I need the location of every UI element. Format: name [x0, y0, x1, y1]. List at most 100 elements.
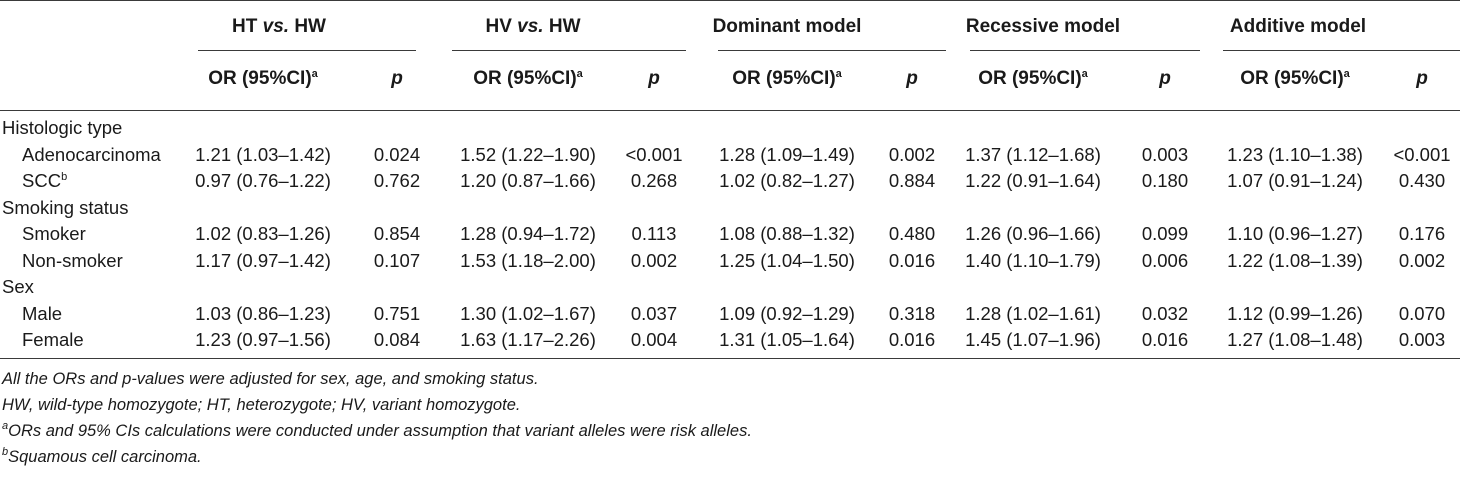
p-value-cell: 0.016	[888, 249, 936, 271]
p-value-cell: 0.854	[373, 223, 421, 244]
row-label: SCCb	[22, 170, 68, 191]
footnote-marker: b	[61, 171, 68, 183]
p-value-cell: <0.001	[625, 143, 683, 165]
footnote-text: Squamous cell carcinoma.	[8, 448, 202, 466]
or-cell: 1.07 (0.91–1.24)	[1227, 170, 1363, 191]
or-label: OR (95%CI)	[732, 68, 836, 89]
section-title: Sex	[2, 276, 34, 297]
or-cell: 1.03 (0.86–1.23)	[195, 302, 331, 324]
p-value-cell: 0.884	[888, 170, 936, 191]
top-rule	[0, 0, 1460, 1]
p-value-cell: 0.107	[373, 249, 421, 271]
p-value-cell: 0.032	[1141, 302, 1189, 324]
p-value-cell: 0.006	[1141, 249, 1189, 271]
p-value-cell: 0.024	[373, 143, 421, 165]
column-header-p: p	[648, 68, 660, 89]
p-value-cell: 0.070	[1398, 302, 1446, 324]
column-header-p: p	[1416, 68, 1428, 89]
or-cell: 1.52 (1.22–1.90)	[460, 143, 596, 165]
p-value-cell: 0.268	[630, 170, 678, 191]
group-header-text: HV	[485, 16, 518, 37]
or-cell: 1.02 (0.82–1.27)	[719, 170, 855, 191]
column-header-p: p	[391, 68, 403, 89]
group-header: HT vs. HW	[129, 16, 429, 38]
section-title: Histologic type	[2, 117, 123, 138]
p-value-cell: 0.180	[1141, 170, 1189, 191]
p-value-cell: 0.002	[630, 249, 678, 271]
p-value-cell: 0.003	[1398, 329, 1446, 350]
group-header-text: Additive model	[1229, 16, 1367, 37]
group-underline	[198, 50, 416, 51]
p-value-cell: 0.084	[373, 329, 421, 350]
column-header-or: OR (95%CI)a	[113, 68, 413, 90]
or-cell: 1.25 (1.04–1.50)	[719, 249, 855, 271]
or-cell: 1.22 (0.91–1.64)	[965, 170, 1101, 191]
column-header-or: OR (95%CI)a	[1145, 68, 1445, 90]
p-value-cell: 0.480	[888, 223, 936, 244]
or-cell: 0.97 (0.76–1.22)	[195, 170, 331, 191]
footnote: bSquamous cell carcinoma.	[2, 447, 202, 467]
or-label: OR (95%CI)	[208, 68, 312, 89]
or-cell: 1.28 (1.09–1.49)	[719, 143, 855, 165]
footnote-marker: a	[2, 420, 9, 432]
row-label: Non-smoker	[22, 249, 123, 271]
group-header-text: HW	[543, 16, 581, 37]
group-header: Dominant model	[637, 16, 937, 38]
footnote-marker: a	[311, 68, 318, 80]
or-cell: 1.45 (1.07–1.96)	[965, 329, 1101, 350]
footnote-marker: a	[835, 68, 842, 80]
group-header-text: HW	[289, 16, 326, 37]
or-cell: 1.40 (1.10–1.79)	[965, 249, 1101, 271]
section-title: Smoking status	[2, 196, 129, 218]
footnote-text: All the ORs and p-values were adjusted f…	[2, 370, 539, 388]
column-header-p: p	[906, 68, 918, 89]
p-value-cell: 0.037	[630, 302, 678, 324]
p-value-cell: 0.318	[888, 302, 936, 324]
footnote-marker: a	[576, 68, 583, 80]
footnote-marker: a	[1343, 68, 1350, 80]
or-cell: 1.26 (0.96–1.66)	[965, 223, 1101, 244]
row-label: Smoker	[22, 223, 86, 244]
footnote-text: ORs and 95% CIs calculations were conduc…	[8, 422, 752, 440]
column-header-or: OR (95%CI)a	[378, 68, 678, 90]
p-value-cell: 0.751	[373, 302, 421, 324]
or-label: OR (95%CI)	[1240, 68, 1344, 89]
bottom-rule	[0, 358, 1460, 359]
row-label: Male	[22, 302, 63, 324]
column-header-p: p	[1159, 68, 1171, 89]
p-value-cell: 0.762	[373, 170, 421, 191]
p-value-cell: 0.176	[1398, 223, 1446, 244]
group-underline	[718, 50, 946, 51]
or-label: OR (95%CI)	[473, 68, 577, 89]
column-header-or: OR (95%CI)a	[637, 68, 937, 90]
p-value-cell: 0.016	[888, 329, 936, 350]
or-cell: 1.28 (1.02–1.61)	[965, 302, 1101, 324]
or-cell: 1.31 (1.05–1.64)	[719, 329, 855, 350]
or-cell: 1.09 (0.92–1.29)	[719, 302, 855, 324]
p-value-cell: 0.113	[631, 223, 677, 244]
group-header-text: Dominant model	[712, 16, 862, 37]
column-header-or: OR (95%CI)a	[883, 68, 1183, 90]
row-label: Adenocarcinoma	[22, 143, 161, 165]
group-header: HV vs. HW	[383, 16, 683, 38]
or-cell: 1.20 (0.87–1.66)	[460, 170, 596, 191]
p-value-cell: 0.002	[888, 143, 936, 165]
group-header-text: Recessive model	[965, 16, 1121, 37]
group-header-emphasis: vs.	[262, 16, 290, 37]
p-value-cell: 0.016	[1141, 329, 1189, 350]
p-value-cell: 0.002	[1398, 249, 1446, 271]
footnote-text: HW, wild-type homozygote; HT, heterozygo…	[2, 396, 521, 414]
or-cell: 1.17 (0.97–1.42)	[195, 249, 331, 271]
or-cell: 1.22 (1.08–1.39)	[1227, 249, 1363, 271]
p-value-cell: 0.003	[1141, 143, 1189, 165]
or-cell: 1.53 (1.18–2.00)	[460, 249, 596, 271]
group-underline	[1223, 50, 1460, 51]
p-value-cell: 0.004	[630, 329, 678, 350]
or-cell: 1.23 (1.10–1.38)	[1227, 143, 1363, 165]
or-label: OR (95%CI)	[978, 68, 1082, 89]
footnote-marker: b	[2, 446, 9, 458]
or-cell: 1.23 (0.97–1.56)	[195, 329, 331, 350]
or-cell: 1.10 (0.96–1.27)	[1227, 223, 1363, 244]
or-cell: 1.21 (1.03–1.42)	[195, 143, 331, 165]
footnote: HW, wild-type homozygote; HT, heterozygo…	[2, 395, 520, 415]
